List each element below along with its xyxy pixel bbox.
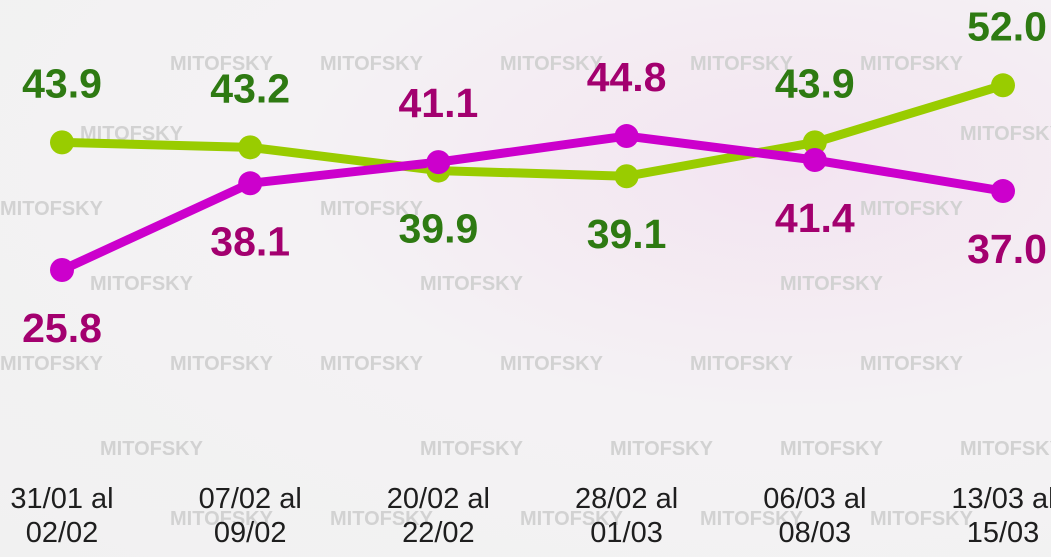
watermark: MITOFSKY: [320, 53, 424, 75]
x-tick-label: 13/03 al 15/03: [913, 482, 1051, 550]
marker: [238, 135, 262, 159]
marker: [426, 150, 450, 174]
value-label: 39.1: [587, 211, 667, 257]
marker: [615, 164, 639, 188]
marker: [991, 73, 1015, 97]
watermark: MITOFSKY: [420, 273, 524, 295]
x-tick-label: 31/01 al 02/02: [0, 482, 152, 550]
value-label: 43.9: [22, 60, 102, 106]
marker: [50, 130, 74, 154]
value-label: 52.0: [967, 3, 1047, 49]
watermark: MITOFSKY: [100, 438, 204, 460]
watermark: MITOFSKY: [960, 438, 1051, 460]
watermark: MITOFSKY: [500, 353, 604, 375]
watermark: MITOFSKY: [960, 123, 1051, 145]
watermark: MITOFSKY: [0, 353, 104, 375]
value-label: 25.8: [22, 305, 102, 351]
x-tick-label: 28/02 al 01/03: [537, 482, 717, 550]
watermark: MITOFSKY: [420, 438, 524, 460]
marker: [803, 148, 827, 172]
watermark: MITOFSKY: [780, 438, 884, 460]
value-label: 43.2: [210, 65, 290, 111]
value-label: 44.8: [587, 54, 667, 100]
chart: MITOFSKY MITOFSKY MITOFSKY MITOFSKY MITOFSKY…: [0, 0, 1051, 557]
value-label: 43.9: [775, 60, 855, 106]
x-tick-label: 06/03 al 08/03: [725, 482, 905, 550]
value-label: 38.1: [210, 218, 290, 264]
x-tick-label: 20/02 al 22/02: [348, 482, 528, 550]
watermark: MITOFSKY: [860, 198, 964, 220]
value-label: 41.4: [775, 195, 855, 241]
plot: MITOFSKY MITOFSKY MITOFSKY MITOFSKY MITOFSKY…: [0, 0, 1051, 557]
watermark: MITOFSKY: [90, 273, 194, 295]
marker: [50, 258, 74, 282]
marker: [991, 179, 1015, 203]
watermark: MITOFSKY: [860, 53, 964, 75]
watermark: MITOFSKY: [320, 353, 424, 375]
series-line: [62, 85, 1003, 176]
watermark: MITOFSKY: [0, 198, 104, 220]
value-label: 41.1: [398, 80, 478, 126]
watermark: MITOFSKY: [170, 353, 274, 375]
watermark: MITOFSKY: [610, 438, 714, 460]
marker: [615, 124, 639, 148]
watermark: MITOFSKY: [860, 353, 964, 375]
marker: [238, 171, 262, 195]
value-label: 37.0: [967, 226, 1047, 272]
watermark: MITOFSKY: [690, 353, 794, 375]
x-tick-label: 07/02 al 09/02: [160, 482, 340, 550]
value-label: 39.9: [398, 206, 478, 252]
watermark: MITOFSKY: [780, 273, 884, 295]
